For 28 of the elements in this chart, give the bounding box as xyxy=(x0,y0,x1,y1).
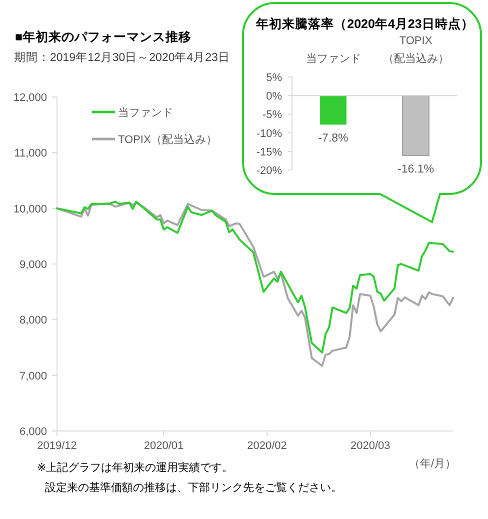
y-tick-label: 10,000 xyxy=(13,203,47,216)
y-tick-label: 6,000 xyxy=(19,426,47,438)
y-tick-label: -15% xyxy=(256,146,282,158)
x-tick-label: 2020/02 xyxy=(247,440,287,452)
legend-label: 当ファンド xyxy=(118,107,173,119)
chart-subtitle: 期間：2019年12月30日～2020年4月23日 xyxy=(14,51,230,64)
y-tick-label: 11,000 xyxy=(14,148,47,160)
chart-title: ■年初来のパフォーマンス推移 xyxy=(15,29,192,44)
text: 設定来の基準価額の推移は、下部リンク先をご覧ください。 xyxy=(45,481,342,494)
x-tick-label: 2020/01 xyxy=(144,440,184,452)
data-label: -16.1% xyxy=(398,163,434,176)
legend-label: TOPIX（配当込み） xyxy=(118,133,217,146)
y-tick-label: 9,000 xyxy=(19,259,47,271)
y-tick-label: 8,000 xyxy=(19,314,47,327)
y-tick-label: -20% xyxy=(256,165,282,177)
text: ※上記グラフは年初来の運用実績です。 xyxy=(37,461,234,474)
data-label: -7.8% xyxy=(318,132,348,145)
y-tick-label: -5% xyxy=(262,109,282,122)
x-tick-label: TOPIX （配当込み） xyxy=(382,35,449,65)
y-tick-label: 12,000 xyxy=(13,92,47,104)
x-axis-title: （年/月） xyxy=(408,458,456,470)
x-tick-label: 2020/03 xyxy=(350,440,390,452)
y-tick-label: -10% xyxy=(256,128,282,140)
y-tick-label: 0% xyxy=(266,90,282,103)
chart-title: 年初来騰落率（2020年4月23日時点） xyxy=(255,16,474,31)
x-tick-label: 2019/12 xyxy=(37,440,77,452)
y-tick-label: 7,000 xyxy=(19,370,47,382)
y-tick-label: 5% xyxy=(266,72,282,84)
